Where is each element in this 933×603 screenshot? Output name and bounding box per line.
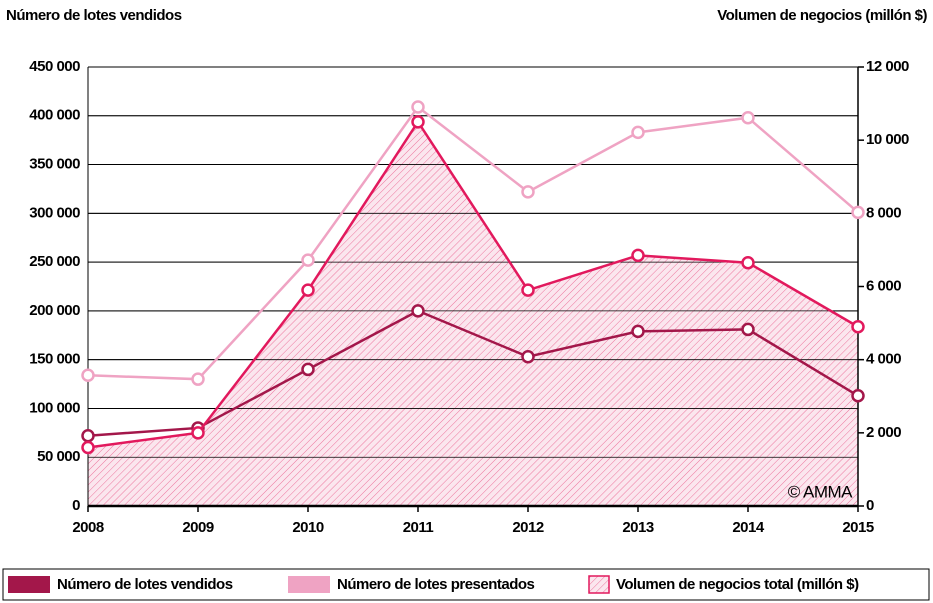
annotation: © AMMA [788,482,853,501]
y-tick-label: 250 000 [29,253,80,270]
point [411,115,425,129]
point [741,322,755,337]
y2-tick-label: 2 000 [866,424,901,441]
y-tick-label: 400 000 [29,107,80,124]
area [88,121,858,506]
point [521,185,535,199]
line [87,309,859,438]
y-tick-label: 100 000 [29,399,80,416]
y-tick-label: 350 000 [29,156,80,173]
legend-swatch [8,576,50,593]
point [191,372,205,386]
legend-label: Volumen de negocios total (millón $) [616,576,859,593]
point [521,283,535,297]
point [301,253,315,267]
point [851,319,865,334]
y2-axis-title: Volumen de negocios (millón $) [717,7,927,24]
y2-tick-label: 8 000 [866,204,901,221]
y-tick-label: 50 000 [37,448,80,465]
line [87,105,859,381]
legend-swatch [288,576,330,593]
y2-tick-label: 6 000 [866,277,901,294]
y-axis-title: Número de lotes vendidos [6,7,182,24]
point [191,426,205,440]
y-tick-label: 200 000 [29,302,80,319]
point [81,440,95,455]
x-tick-label: 2013 [622,519,654,536]
y2-tick-label: 10 000 [866,131,909,148]
point [631,125,645,140]
x-tick-label: 2011 [403,519,434,536]
x-tick-label: 2010 [292,519,324,536]
y-tick-label: 300 000 [29,204,80,221]
y2-tick-label: 12 000 [866,58,909,75]
line [87,119,859,449]
x-tick-label: 2012 [512,519,544,536]
x-tick-label: 2014 [732,519,765,536]
point [741,255,755,270]
x-tick-label: 2008 [72,519,104,536]
point [81,368,95,383]
legend-label: Número de lotes vendidos [57,576,233,593]
point [411,304,425,318]
point [631,248,645,263]
y2-tick-label: 4 000 [866,351,901,368]
point [741,110,755,125]
legend-label: Número de lotes presentados [337,576,535,593]
x-tick-label: 2015 [842,519,874,536]
x-tick-label: 2009 [182,519,214,536]
point [521,349,535,364]
y-tick-label: 0 [72,497,80,514]
point [301,362,315,377]
y2-tick-label: 0 [866,497,874,514]
legend-box [2,568,930,601]
point [631,324,645,339]
legend-swatch [588,575,610,594]
point [81,429,95,443]
point [301,283,315,297]
point [411,100,425,114]
point [851,205,865,220]
y-tick-label: 450 000 [29,58,80,75]
point [851,389,865,403]
y-tick-label: 150 000 [29,351,80,368]
